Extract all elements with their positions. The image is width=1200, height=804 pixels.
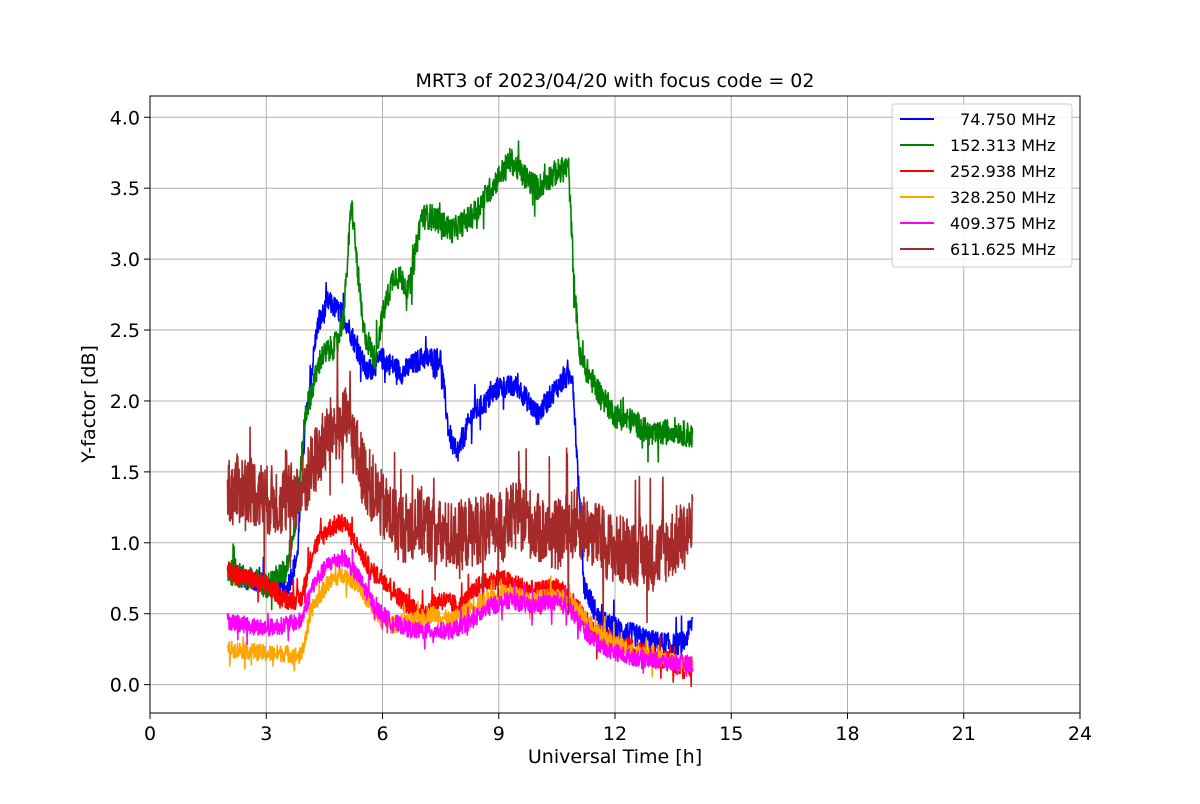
series-line-1 (226, 140, 694, 611)
legend-label: 328.250 MHz (950, 188, 1055, 207)
y-tick-label: 1.0 (110, 533, 140, 555)
x-tick-label: 15 (719, 723, 743, 745)
y-tick-label: 2.5 (110, 320, 140, 342)
legend-label: 252.938 MHz (950, 162, 1055, 181)
legend-label: 74.750 MHz (950, 110, 1055, 129)
series-layer (226, 140, 694, 688)
y-axis-ticks: 0.0 0.5 1.0 1.5 2.0 2.5 3.0 3.5 4.0 (110, 107, 150, 697)
legend-label: 409.375 MHz (950, 214, 1055, 233)
x-tick-label: 12 (603, 723, 627, 745)
chart-title: MRT3 of 2023/04/20 with focus code = 02 (416, 70, 815, 92)
y-tick-label: 4.0 (110, 107, 140, 129)
x-tick-label: 6 (376, 723, 388, 745)
x-tick-label: 0 (144, 723, 156, 745)
legend-label: 611.625 MHz (950, 240, 1055, 259)
series-line-5 (226, 343, 694, 624)
y-tick-label: 2.0 (110, 391, 140, 413)
y-axis-label: Y-factor [dB] (78, 345, 100, 464)
x-axis-ticks: 0 3 6 9 12 15 18 21 24 (144, 713, 1092, 745)
legend: 74.750 MHz 152.313 MHz 252.938 MHz 328.250 … (891, 103, 1073, 268)
legend-label: 152.313 MHz (950, 136, 1055, 155)
y-tick-label: 0.5 (110, 604, 140, 626)
y-tick-label: 3.0 (110, 249, 140, 271)
x-tick-label: 21 (952, 723, 976, 745)
series-line-4 (226, 548, 694, 677)
x-tick-label: 9 (493, 723, 505, 745)
y-tick-label: 3.5 (110, 178, 140, 200)
y-tick-label: 0.0 (110, 675, 140, 697)
x-axis-label: Universal Time [h] (528, 746, 702, 768)
x-tick-label: 3 (260, 723, 272, 745)
y-tick-label: 1.5 (110, 462, 140, 484)
x-tick-label: 24 (1068, 723, 1092, 745)
x-tick-label: 18 (835, 723, 859, 745)
legend-box (891, 103, 1073, 268)
